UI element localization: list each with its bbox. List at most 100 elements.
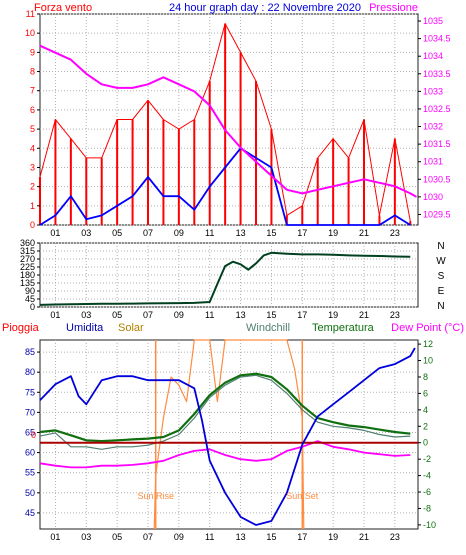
y-tick-label-left-1: 2 xyxy=(30,182,35,192)
x-tick-label-1: 13 xyxy=(236,228,246,238)
x-tick-label-1: 09 xyxy=(174,228,184,238)
direction-line xyxy=(39,251,411,306)
x-tick-label-2: 19 xyxy=(328,310,338,320)
x-tick-label-1: 07 xyxy=(143,228,153,238)
wind-line xyxy=(39,147,411,226)
y-tick-label-left-3: 45 xyxy=(25,508,35,518)
y-tick-label-right-1: 1034 xyxy=(423,51,443,61)
x-tick-label-1: 11 xyxy=(205,228,214,238)
compass-e: E xyxy=(438,286,445,297)
y-tick-label-left-2: 45 xyxy=(25,294,35,304)
x-tick-label-2: 21 xyxy=(359,310,369,320)
y-tick-label-left-2: 135 xyxy=(20,278,35,288)
y-tick-label-left-3: 60 xyxy=(25,448,35,458)
y-tick-label-right-1: 1033.5 xyxy=(423,69,451,79)
y-tick-label-left-2: 0 xyxy=(30,302,35,312)
compass-s: S xyxy=(438,271,445,282)
x-tick-label-2: 13 xyxy=(236,310,246,320)
y-tick-label-left-1: 3 xyxy=(30,162,35,172)
y-tick-label-left-1: 4 xyxy=(30,143,35,153)
series-layer xyxy=(39,23,418,530)
pressure-line xyxy=(39,44,417,198)
legend-rain: Pioggia xyxy=(2,322,40,334)
y-tick-label-right-1: 1030.5 xyxy=(423,174,451,184)
y-tick-label-right-3: 2 xyxy=(423,421,428,431)
x-tick-label-3: 09 xyxy=(174,532,184,542)
x-tick-label-2: 11 xyxy=(205,310,214,320)
y-tick-label-left-3: 65 xyxy=(25,427,35,437)
y-tick-label-left-1: 8 xyxy=(30,67,35,77)
y-tick-label-right-3: 10 xyxy=(423,356,433,366)
y-tick-label-right-1: 1031 xyxy=(423,157,443,167)
y-tick-label-right-1: 1034.5 xyxy=(423,34,451,44)
y-tick-label-left-2: 360 xyxy=(20,238,35,248)
ticks-layer: 01 03 05 07 09 11 13 15 17 19 21 230123456789101110… xyxy=(20,9,451,542)
y-tick-label-left-1: 5 xyxy=(30,124,35,134)
y-tick-label-right-3: -2 xyxy=(423,454,431,464)
y-tick-label-right-3: -4 xyxy=(423,471,431,481)
y-tick-label-left-1: 9 xyxy=(30,47,35,57)
y-tick-label-left-2: 270 xyxy=(20,254,35,264)
panel-wind-frame xyxy=(39,13,419,226)
x-tick-label-3: 07 xyxy=(143,532,153,542)
y-tick-label-right-1: 1029.5 xyxy=(423,209,451,219)
compass-n-top: N xyxy=(437,241,444,252)
gust-line xyxy=(39,23,411,222)
y-tick-label-right-1: 1033 xyxy=(423,86,443,96)
x-tick-label-3: 21 xyxy=(359,532,369,542)
y-tick-label-right-3: 6 xyxy=(423,388,428,398)
sunrise-label: Sun Rise xyxy=(137,491,174,501)
y-tick-label-left-1: 0 xyxy=(30,220,35,230)
y-tick-label-left-2: 180 xyxy=(20,270,35,280)
y-tick-label-right-1: 1032 xyxy=(423,122,443,132)
x-tick-label-1: 05 xyxy=(112,228,122,238)
sunset-label: Sun Set xyxy=(286,491,319,501)
x-tick-label-2: 05 xyxy=(112,310,122,320)
legend-solar: Solar xyxy=(118,322,144,334)
x-tick-label-1: 15 xyxy=(266,228,276,238)
x-tick-label-3: 15 xyxy=(266,532,276,542)
x-tick-label-2: 23 xyxy=(390,310,400,320)
legend-humidity: Umidita xyxy=(66,322,104,334)
x-tick-label-2: 15 xyxy=(266,310,276,320)
header-wind-force: Forza vento xyxy=(34,2,92,14)
x-tick-label-1: 01 xyxy=(50,228,60,238)
x-tick-label-3: 17 xyxy=(297,532,307,542)
y-tick-label-right-3: -10 xyxy=(423,520,436,530)
y-tick-label-left-3: 75 xyxy=(25,387,35,397)
windchill-line xyxy=(39,374,411,450)
x-tick-label-2: 09 xyxy=(174,310,184,320)
y-tick-label-left-2: 90 xyxy=(25,286,35,296)
y-tick-label-right-1: 1032.5 xyxy=(423,104,451,114)
y-tick-label-left-1: 6 xyxy=(30,105,35,115)
compass-n-bottom: N xyxy=(437,301,444,312)
legend-dewpoint: Dew Point (°C) xyxy=(391,322,464,334)
x-tick-label-2: 03 xyxy=(81,310,91,320)
y-tick-label-right-3: 12 xyxy=(423,339,433,349)
x-tick-label-1: 17 xyxy=(297,228,307,238)
x-tick-label-2: 17 xyxy=(297,310,307,320)
x-tick-label-2: 07 xyxy=(143,310,153,320)
humidity-line xyxy=(39,347,416,526)
x-tick-label-3: 23 xyxy=(390,532,400,542)
x-tick-label-3: 19 xyxy=(328,532,338,542)
legend-temperature: Temperatura xyxy=(312,322,375,334)
x-tick-label-1: 21 xyxy=(359,228,369,238)
y-tick-label-left-1: 7 xyxy=(30,86,35,96)
y-tick-label-left-2: 315 xyxy=(20,246,35,256)
solar-line xyxy=(153,339,305,530)
y-tick-label-right-3: -6 xyxy=(423,487,431,497)
y-tick-label-left-1: 1 xyxy=(30,201,35,211)
y-tick-label-right-3: 0 xyxy=(423,438,428,448)
y-tick-label-left-1: 11 xyxy=(26,9,35,19)
x-tick-label-1: 03 xyxy=(81,228,91,238)
y-tick-label-right-3: 8 xyxy=(423,372,428,382)
y-tick-label-right-3: -8 xyxy=(423,503,431,513)
header-title: 24 hour graph day : 22 Novembre 2020 xyxy=(169,2,361,14)
x-tick-label-2: 01 xyxy=(50,310,60,320)
header-pressure: Pressione xyxy=(369,2,418,14)
x-tick-label-1: 23 xyxy=(390,228,400,238)
x-tick-label-3: 13 xyxy=(236,532,246,542)
